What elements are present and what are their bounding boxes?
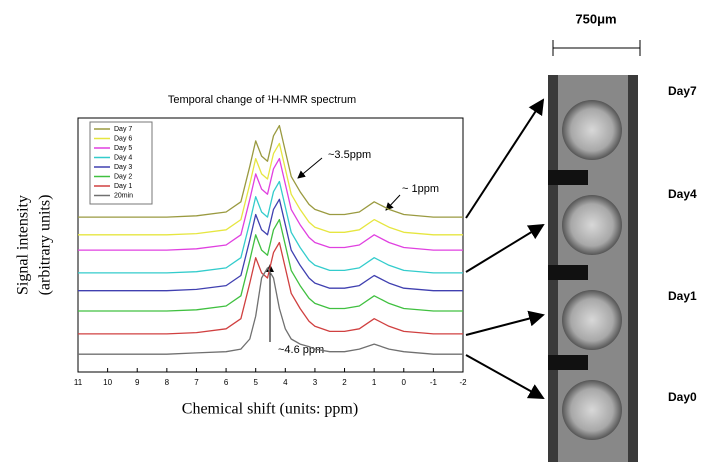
spectrum-line bbox=[78, 142, 463, 236]
y-axis-label: (arbitrary units) bbox=[37, 195, 54, 296]
day-label: Day4 bbox=[668, 187, 697, 201]
mri-gap bbox=[548, 170, 588, 185]
x-tick-label: 10 bbox=[103, 378, 112, 387]
legend-label: Day 5 bbox=[114, 145, 132, 152]
link-arrow bbox=[465, 223, 545, 273]
mri-slice bbox=[562, 380, 622, 440]
legend-label: Day 6 bbox=[114, 135, 132, 142]
x-tick-label: 0 bbox=[402, 378, 407, 387]
link-arrow bbox=[465, 98, 545, 219]
mri-gap bbox=[548, 355, 588, 370]
x-tick-label: 8 bbox=[165, 378, 170, 387]
x-tick-label: 2 bbox=[342, 378, 347, 387]
legend-label: Day 7 bbox=[114, 126, 132, 133]
x-tick-label: 3 bbox=[313, 378, 318, 387]
spectrum-line bbox=[78, 267, 463, 355]
day-label: Day1 bbox=[668, 289, 697, 303]
day-label: Day0 bbox=[668, 390, 697, 404]
link-arrow bbox=[465, 310, 545, 336]
legend-label: Day 1 bbox=[114, 183, 132, 190]
x-tick-label: 4 bbox=[283, 378, 288, 387]
annotation-arrow bbox=[297, 157, 323, 179]
mri-slice bbox=[562, 195, 622, 255]
x-tick-label: 5 bbox=[253, 378, 258, 387]
legend-label: Day 4 bbox=[114, 154, 132, 161]
spectrum-line bbox=[78, 124, 463, 218]
x-tick-label: 7 bbox=[194, 378, 199, 387]
x-tick-label: 6 bbox=[224, 378, 229, 387]
spectrum-line bbox=[78, 241, 463, 335]
legend-box bbox=[89, 121, 153, 205]
x-tick-label: -2 bbox=[459, 378, 467, 387]
annotation: ~4.6 ppm bbox=[278, 344, 324, 356]
y-axis-label: Signal intensity bbox=[15, 195, 32, 295]
annotation-arrow bbox=[385, 194, 401, 211]
link-arrow bbox=[465, 354, 545, 399]
annotation: ~3.5ppm bbox=[328, 149, 371, 161]
scale-label: 750μm bbox=[575, 11, 616, 26]
annotation: ~ 1ppm bbox=[402, 183, 439, 195]
spectrum-line bbox=[78, 157, 463, 251]
spectrum-line bbox=[78, 198, 463, 292]
legend-label: Day 3 bbox=[114, 164, 132, 171]
legend-label: Day 2 bbox=[114, 173, 132, 180]
day-label: Day7 bbox=[668, 84, 697, 98]
mri-slice bbox=[562, 290, 622, 350]
mri-gap bbox=[548, 265, 588, 280]
chart-title: Temporal change of ¹H-NMR spectrum bbox=[168, 94, 356, 106]
mri-slice bbox=[562, 100, 622, 160]
x-tick-label: -1 bbox=[430, 378, 438, 387]
legend-label: 20min bbox=[114, 192, 133, 199]
x-tick-label: 1 bbox=[372, 378, 377, 387]
plot-frame bbox=[77, 117, 464, 373]
x-tick-label: 9 bbox=[135, 378, 140, 387]
spectrum-line bbox=[78, 180, 463, 274]
spectrum-line bbox=[78, 218, 463, 312]
x-tick-label: 11 bbox=[74, 378, 83, 387]
x-axis-label: Chemical shift (units: ppm) bbox=[182, 401, 358, 418]
